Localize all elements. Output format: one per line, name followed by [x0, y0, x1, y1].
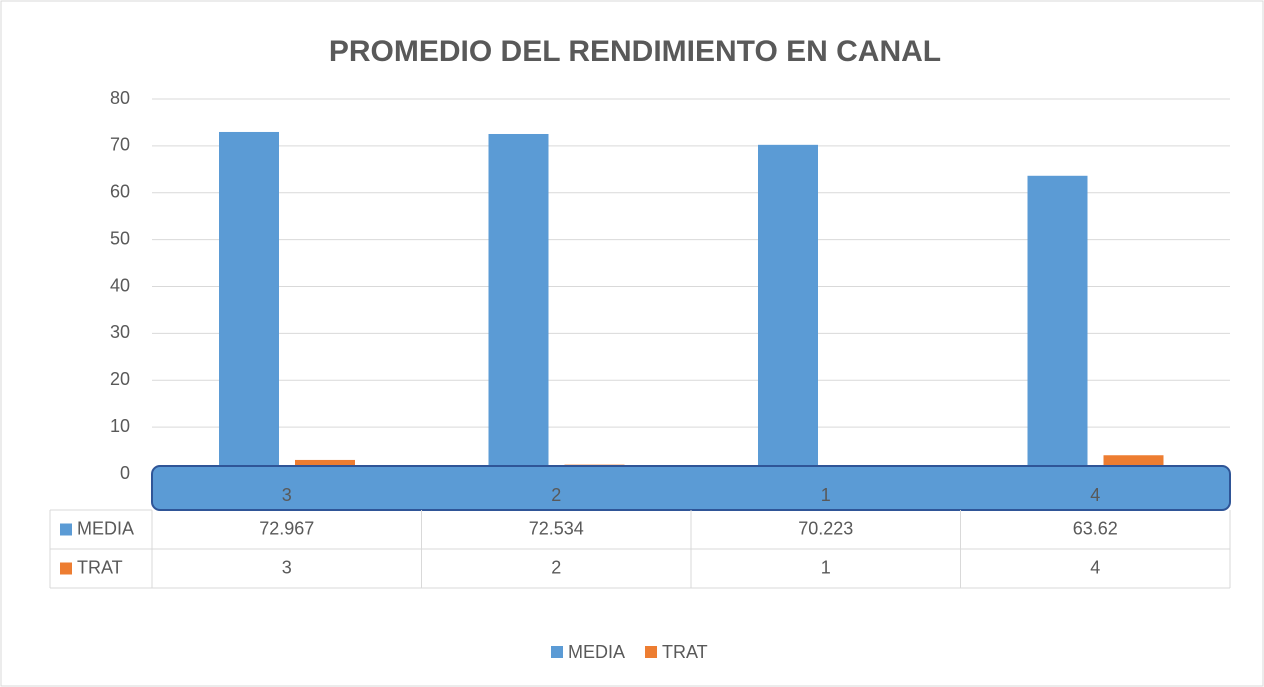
category-axis-band — [151, 465, 1231, 511]
x-tick-label: 3 — [282, 485, 292, 505]
y-tick-label: 70 — [110, 135, 130, 155]
table-row-label: TRAT — [77, 557, 123, 577]
y-tick-label: 0 — [120, 463, 130, 483]
y-tick-label: 80 — [110, 88, 130, 108]
bar — [1027, 175, 1088, 474]
y-tick-label: 40 — [110, 275, 130, 295]
table-cell: 3 — [282, 557, 292, 577]
table-legend-key — [60, 562, 72, 575]
legend-label: TRAT — [662, 642, 708, 662]
y-tick-label: 10 — [110, 416, 130, 436]
chart-title: PROMEDIO DEL RENDIMIENTO EN CANAL — [329, 35, 941, 68]
table-cell: 72.534 — [529, 518, 584, 538]
y-tick-label: 30 — [110, 322, 130, 342]
bar — [488, 133, 549, 474]
legend-key — [645, 646, 658, 658]
bar — [758, 144, 818, 474]
x-tick-label: 1 — [821, 485, 831, 505]
legend-label: MEDIA — [568, 642, 625, 662]
table-legend-key — [60, 523, 72, 536]
table-row-label: MEDIA — [77, 518, 134, 538]
table-cell: 63.62 — [1073, 518, 1118, 538]
table-cell: 70.223 — [798, 518, 853, 538]
x-tick-label: 2 — [551, 485, 561, 505]
table-cell: 4 — [1090, 557, 1100, 577]
table-cell: 1 — [821, 557, 831, 577]
y-tick-label: 20 — [110, 369, 130, 389]
legend-key — [551, 646, 563, 658]
bar — [219, 131, 279, 474]
y-tick-label: 60 — [110, 182, 130, 202]
table-cell: 72.967 — [259, 518, 314, 538]
x-tick-label: 4 — [1090, 485, 1100, 505]
table-cell: 2 — [551, 557, 561, 577]
y-tick-label: 50 — [110, 228, 130, 248]
